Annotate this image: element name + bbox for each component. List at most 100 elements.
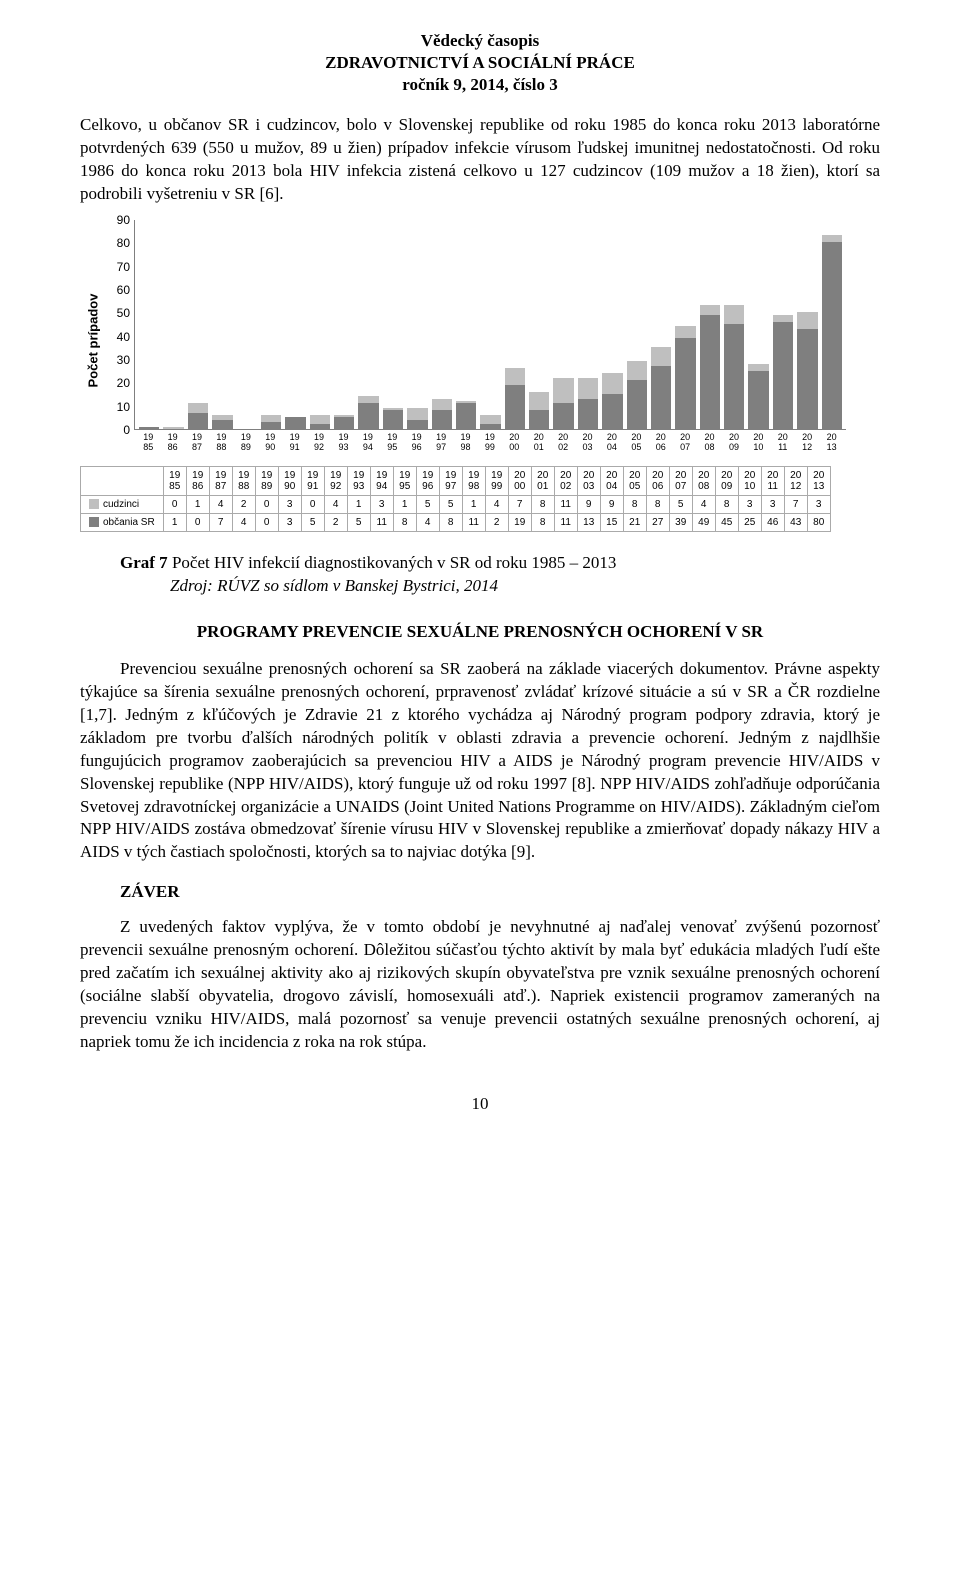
bar-column [261, 415, 281, 429]
bar-column [188, 403, 208, 429]
table-cell: 8 [715, 496, 738, 514]
bar-segment-obcania [675, 338, 695, 429]
bar-segment-obcania [651, 366, 671, 429]
table-cell: 13 [577, 514, 600, 532]
table-year-header: 1988 [232, 467, 255, 496]
x-tick-label: 1989 [236, 432, 256, 460]
bar-segment-cudzinci [651, 347, 671, 366]
bar-column [797, 312, 817, 429]
chart-caption: Graf 7 Počet HIV infekcií diagnostikovan… [80, 552, 880, 598]
bar-segment-obcania [285, 417, 305, 429]
table-year-header: 2013 [807, 467, 830, 496]
table-year-header: 2001 [531, 467, 554, 496]
bar-column [578, 378, 598, 429]
x-tick-label: 1987 [187, 432, 207, 460]
x-tick-label: 1998 [455, 432, 475, 460]
bar-segment-obcania [139, 427, 159, 429]
x-tick-label: 1986 [162, 432, 182, 460]
bar-column [627, 361, 647, 429]
table-cell: 1 [186, 496, 209, 514]
bar-segment-cudzinci [163, 427, 183, 429]
bar-column [358, 396, 378, 429]
table-cell: 4 [416, 514, 439, 532]
bar-column [700, 305, 720, 429]
section-title-programs: PROGRAMY PREVENCIE SEXUÁLNE PRENOSNÝCH O… [80, 622, 880, 642]
table-cell: 1 [462, 496, 485, 514]
bar-segment-obcania [700, 315, 720, 429]
table-cell: 4 [324, 496, 347, 514]
bar-column [822, 235, 842, 429]
page: Vědecký časopis ZDRAVOTNICTVÍ A SOCIÁLNÍ… [0, 0, 960, 1164]
x-tick-label: 1997 [431, 432, 451, 460]
table-cell: 3 [370, 496, 393, 514]
table-cell: 15 [600, 514, 623, 532]
bar-segment-obcania [188, 413, 208, 429]
table-year-header: 2005 [623, 467, 646, 496]
table-cell: 1 [393, 496, 416, 514]
bar-segment-obcania [261, 422, 281, 429]
y-tick: 40 [106, 331, 130, 343]
table-year-header: 1997 [439, 467, 462, 496]
y-tick: 70 [106, 261, 130, 273]
table-year-header: 1999 [485, 467, 508, 496]
x-tick-label: 1993 [333, 432, 353, 460]
x-tick-label: 2003 [577, 432, 597, 460]
bar-segment-cudzinci [261, 415, 281, 422]
x-tick-label: 2002 [553, 432, 573, 460]
bar-column [334, 415, 354, 429]
bar-segment-cudzinci [627, 361, 647, 380]
bar-segment-cudzinci [797, 312, 817, 328]
table-cell: 3 [278, 514, 301, 532]
table-cell: 5 [347, 514, 370, 532]
bar-column [724, 305, 744, 429]
table-cell: 8 [531, 496, 554, 514]
bar-segment-obcania [212, 420, 232, 429]
programs-paragraph: Prevenciou sexuálne prenosných ochorení … [80, 658, 880, 864]
bar-segment-cudzinci [724, 305, 744, 324]
table-cell: 4 [232, 514, 255, 532]
table-cell: 1 [347, 496, 370, 514]
bar-segment-obcania [505, 385, 525, 429]
table-cell: 7 [508, 496, 531, 514]
x-tick-label: 1985 [138, 432, 158, 460]
table-row-label: cudzinci [81, 496, 164, 514]
table-cell: 7 [784, 496, 807, 514]
y-tick: 30 [106, 354, 130, 366]
x-tick-label: 1994 [358, 432, 378, 460]
caption-text: Počet HIV infekcií diagnostikovaných v S… [168, 553, 617, 572]
table-cell: 27 [646, 514, 669, 532]
table-year-header: 1993 [347, 467, 370, 496]
bar-segment-cudzinci [553, 378, 573, 404]
y-tick: 10 [106, 401, 130, 413]
bar-segment-obcania [480, 424, 500, 429]
table-year-header: 1994 [370, 467, 393, 496]
x-tick-label: 2004 [602, 432, 622, 460]
bar-column [651, 347, 671, 429]
table-cell: 5 [669, 496, 692, 514]
table-cell: 1 [163, 514, 186, 532]
bar-segment-obcania [334, 417, 354, 429]
x-tick-label: 2006 [651, 432, 671, 460]
table-cell: 4 [692, 496, 715, 514]
bar-column [139, 427, 159, 429]
table-year-header: 2000 [508, 467, 531, 496]
x-tick-label: 1988 [211, 432, 231, 460]
bar-column [310, 415, 330, 429]
bar-segment-cudzinci [578, 378, 598, 399]
bar-column [602, 373, 622, 429]
x-tick-label: 1992 [309, 432, 329, 460]
bar-column [432, 399, 452, 429]
table-cell: 3 [278, 496, 301, 514]
table-year-header: 1998 [462, 467, 485, 496]
table-cell: 11 [462, 514, 485, 532]
bar-segment-obcania [578, 399, 598, 429]
y-tick: 80 [106, 237, 130, 249]
bar-column [163, 427, 183, 429]
table-cell: 39 [669, 514, 692, 532]
table-year-header: 2006 [646, 467, 669, 496]
x-tick-label: 1991 [284, 432, 304, 460]
bar-column [773, 315, 793, 429]
table-cell: 80 [807, 514, 830, 532]
bar-segment-cudzinci [602, 373, 622, 394]
x-tick-label: 2007 [675, 432, 695, 460]
